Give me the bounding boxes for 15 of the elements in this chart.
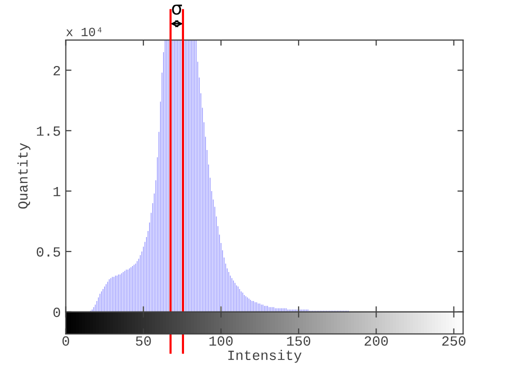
y-tick-label: 0: [53, 308, 60, 318]
x-tick-label: 50: [136, 336, 151, 346]
x-tick-label: 250: [442, 336, 466, 346]
x-tick-label: 200: [364, 336, 388, 346]
y-tick-label: 0.5: [36, 247, 60, 257]
y-tick-label: 1: [54, 186, 60, 196]
x-axis-title: Intensity: [228, 350, 302, 363]
y-tick-label: 2: [54, 66, 60, 76]
x-tick-label: 0: [62, 336, 70, 346]
text: x 10⁴: [66, 27, 102, 36]
x-tick-label: 150: [287, 336, 310, 346]
y-axis-title: Quantity: [17, 143, 30, 209]
x-tick-label: 100: [209, 336, 233, 346]
y-tick-label: 1.5: [36, 126, 60, 136]
text: σ: [172, 4, 182, 15]
